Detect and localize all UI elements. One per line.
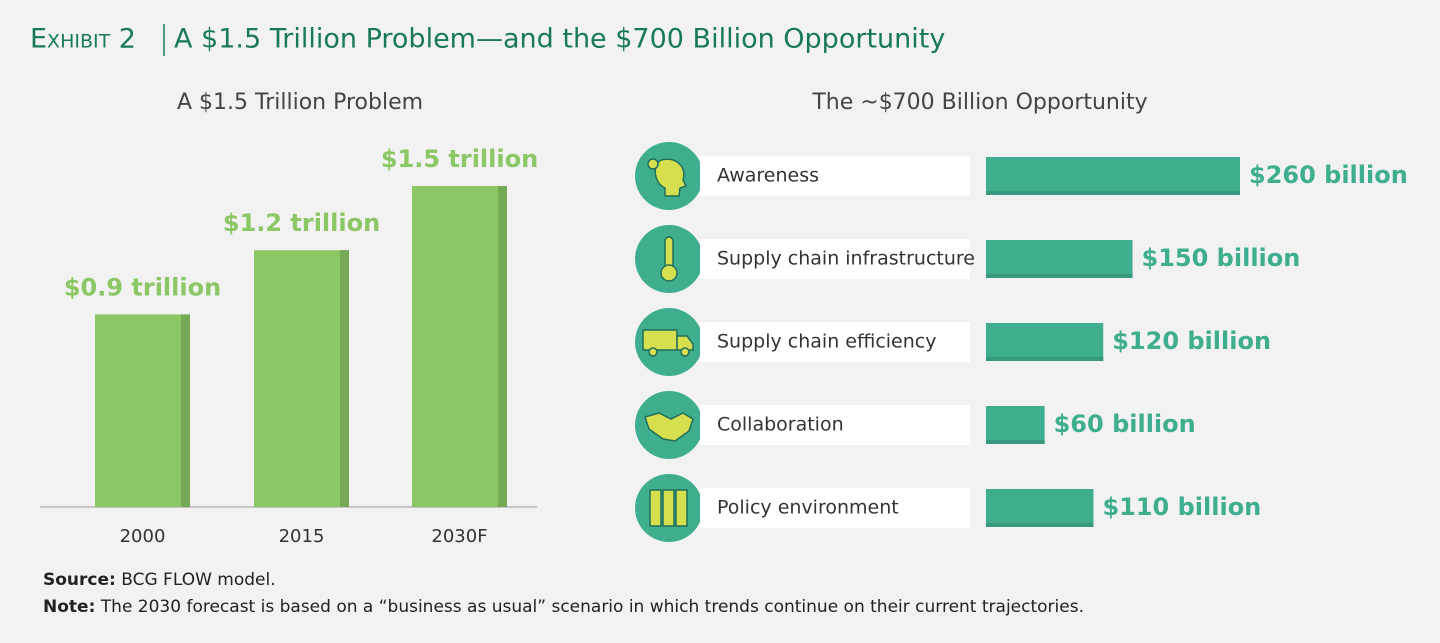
bar-edge — [181, 314, 190, 507]
chart-title: The ~$700 Billion Opportunity — [811, 90, 1147, 115]
value-label: $260 billion — [1249, 161, 1408, 189]
bar — [254, 250, 349, 507]
x-tick-label: 2015 — [279, 526, 325, 547]
category-label: Awareness — [717, 165, 819, 187]
category-label: Supply chain efficiency — [717, 331, 936, 353]
bar — [986, 406, 1045, 444]
bar-edge — [340, 250, 349, 507]
x-tick-label: 2000 — [120, 526, 166, 547]
source-text: BCG FLOW model. — [121, 570, 275, 590]
value-label: $0.9 trillion — [64, 273, 221, 301]
category-label: Supply chain infrastructure — [717, 248, 975, 270]
bar — [95, 314, 190, 507]
bar-underline — [986, 274, 1133, 278]
value-label: $120 billion — [1112, 327, 1271, 355]
note-line: Note: The 2030 forecast is based on a “b… — [43, 597, 1084, 617]
value-label: $150 billion — [1142, 244, 1301, 272]
bar — [986, 240, 1133, 278]
value-label: $1.5 trillion — [381, 145, 538, 173]
icon-handshake — [635, 391, 703, 459]
category-label: Collaboration — [717, 414, 844, 436]
bar-underline — [986, 440, 1045, 444]
bar-underline — [986, 191, 1240, 195]
category-label: Policy environment — [717, 497, 899, 519]
icon-truck — [635, 308, 703, 376]
icon-awareness — [635, 142, 703, 210]
exhibit-title: A $1.5 Trillion Problem—and the $700 Bil… — [174, 24, 945, 55]
bar — [986, 157, 1240, 195]
label-box — [700, 239, 970, 279]
note-text: The 2030 forecast is based on a “busines… — [100, 597, 1084, 617]
source-label: Source: — [43, 570, 116, 590]
label-box — [700, 405, 970, 445]
x-tick-label: 2030F — [431, 526, 487, 547]
value-label: $1.2 trillion — [223, 209, 380, 237]
icons — [635, 142, 703, 542]
source-line: Source: BCG FLOW model. — [43, 570, 276, 590]
bar — [986, 489, 1094, 527]
icon-binders — [635, 474, 703, 542]
label-box — [700, 322, 970, 362]
value-label: $110 billion — [1102, 493, 1261, 521]
note-label: Note: — [43, 597, 95, 617]
bar-underline — [986, 523, 1094, 527]
label-box — [700, 488, 970, 528]
value-label: $60 billion — [1054, 410, 1196, 438]
chart-title: A $1.5 Trillion Problem — [177, 90, 423, 115]
bar — [412, 186, 507, 507]
exhibit-label: Exhibit 2 — [30, 24, 136, 55]
label-box — [700, 156, 970, 196]
bar — [986, 323, 1104, 361]
icon-thermometer — [635, 225, 703, 293]
bar-edge — [498, 186, 507, 507]
bar-underline — [986, 357, 1104, 361]
